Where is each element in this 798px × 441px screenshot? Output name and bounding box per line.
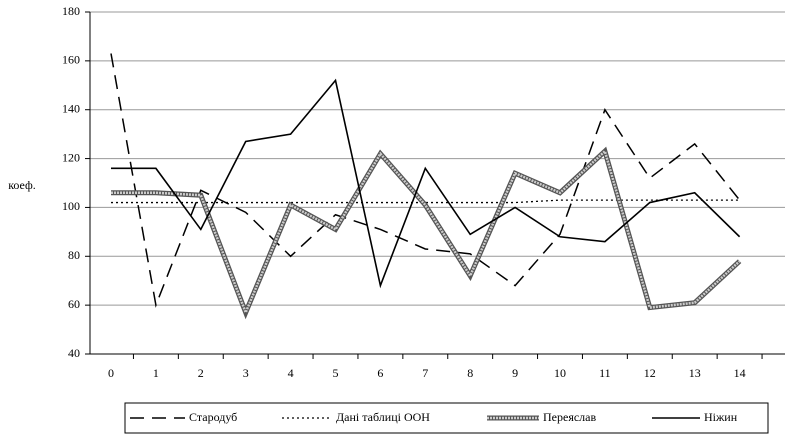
x-tick-label: 12 xyxy=(644,366,656,380)
y-tick-label: 140 xyxy=(62,101,80,115)
legend-label: Ніжин xyxy=(704,410,738,424)
x-tick-label: 5 xyxy=(333,366,339,380)
legend-label: Дані таблиці ООН xyxy=(336,410,430,424)
series-line-outline xyxy=(111,146,742,320)
legend-label: Стародуб xyxy=(189,410,237,424)
x-tick-label: 10 xyxy=(554,366,566,380)
x-tick-label: 3 xyxy=(243,366,249,380)
x-tick-label: 14 xyxy=(734,366,746,380)
y-tick-label: 160 xyxy=(62,53,80,67)
y-tick-label: 40 xyxy=(68,346,80,360)
x-tick-label: 11 xyxy=(599,366,611,380)
series-line xyxy=(110,53,741,308)
x-tick-label: 2 xyxy=(198,366,204,380)
y-axis-label: коеф. xyxy=(8,178,36,192)
x-tick-label: 13 xyxy=(689,366,701,380)
legend-label: Переяслав xyxy=(543,410,596,424)
x-tick-label: 7 xyxy=(422,366,428,380)
y-tick-label: 60 xyxy=(68,297,80,311)
legend-box xyxy=(124,402,769,434)
y-tick-label: 80 xyxy=(68,248,80,262)
y-tick-label: 180 xyxy=(62,4,80,18)
x-tick-label: 4 xyxy=(288,366,294,380)
series-line xyxy=(111,78,741,289)
x-tick-label: 9 xyxy=(512,366,518,380)
x-tick-label: 1 xyxy=(153,366,159,380)
x-tick-label: 8 xyxy=(467,366,473,380)
y-tick-label: 100 xyxy=(62,199,80,213)
y-tick-label: 120 xyxy=(62,150,80,164)
series-line xyxy=(111,148,741,316)
x-tick-label: 0 xyxy=(108,366,114,380)
x-tick-label: 6 xyxy=(377,366,383,380)
